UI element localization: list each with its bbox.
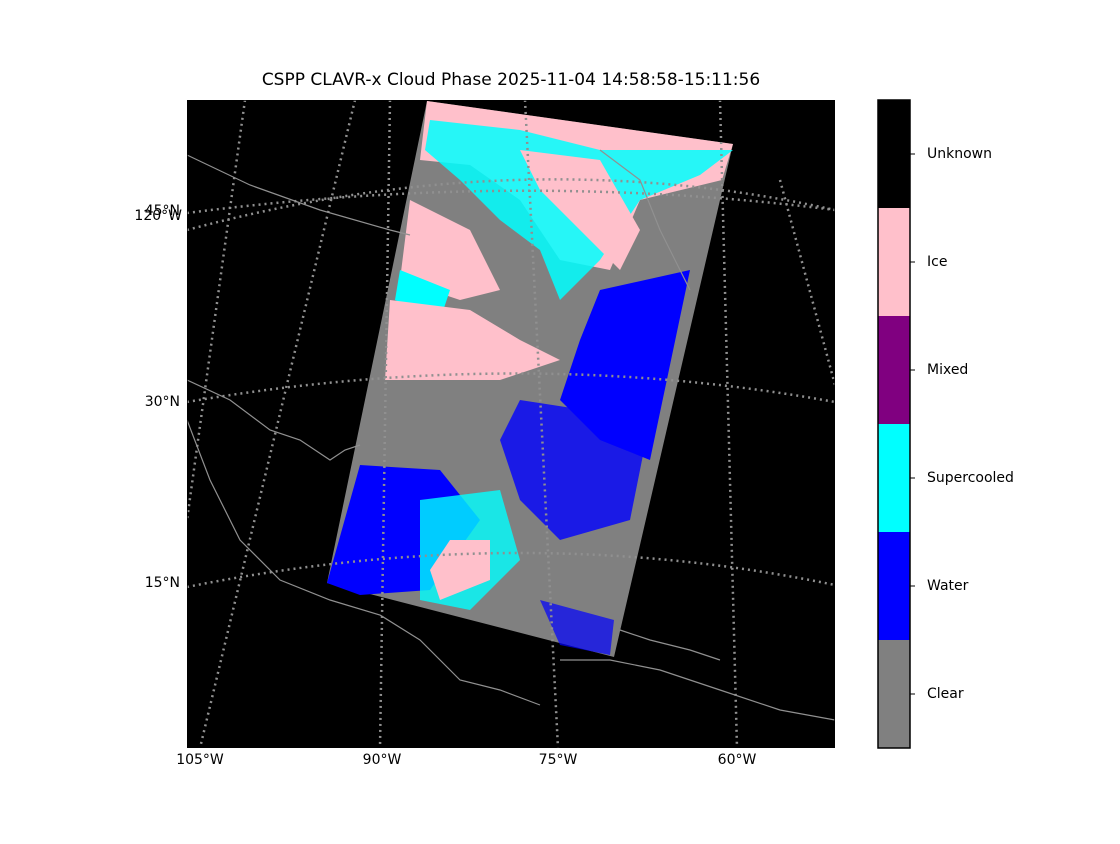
lon-label: 105°W <box>176 752 224 768</box>
colorbar-swatch <box>878 424 910 532</box>
colorbar-label: Mixed <box>927 362 968 378</box>
lat-label: 15°N <box>145 575 180 591</box>
colorbar-label: Clear <box>927 686 964 702</box>
lat-label: 120°W <box>134 208 182 224</box>
colorbar-swatch <box>878 208 910 316</box>
colorbar-swatch <box>878 640 910 748</box>
lon-label: 75°W <box>539 752 578 768</box>
colorbar-label: Supercooled <box>927 470 1014 486</box>
colorbar-frame <box>877 99 911 749</box>
colorbar-label: Ice <box>927 254 947 270</box>
colorbar-swatch <box>878 316 910 424</box>
lat-label: 45°N <box>145 203 180 219</box>
map-area <box>187 100 835 748</box>
colorbar-label: Water <box>927 578 969 594</box>
colorbar-swatch <box>878 532 910 640</box>
map-title: CSPP CLAVR-x Cloud Phase 2025-11-04 14:5… <box>262 70 760 90</box>
colorbar-swatch <box>878 100 910 208</box>
coastlines <box>187 149 835 721</box>
colorbar-label: Unknown <box>927 146 992 162</box>
lon-label: 90°W <box>363 752 402 768</box>
graticule <box>187 100 835 748</box>
axis-labels: 45°N 30°N 15°N 120°W 105°W 90°W 75°W 60°W <box>134 203 756 768</box>
lat-label: 30°N <box>145 394 180 410</box>
colorbar: Clear Water Supercooled Mixed Ice Unknown <box>877 99 1014 749</box>
lon-label: 60°W <box>718 752 757 768</box>
